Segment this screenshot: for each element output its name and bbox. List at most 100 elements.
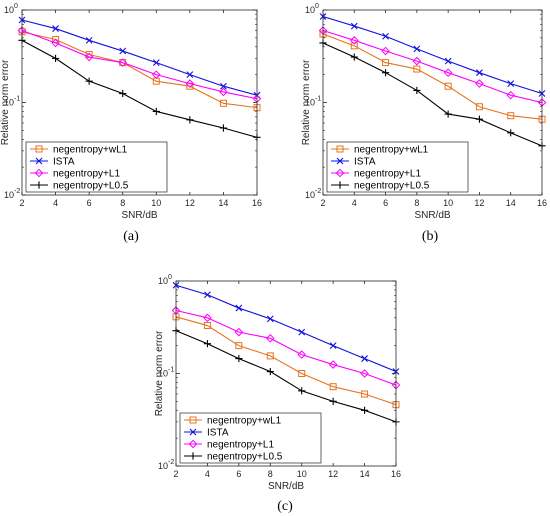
data-point <box>51 38 60 48</box>
x-tick-label: 4 <box>53 198 58 208</box>
data-point <box>413 86 421 95</box>
series-line <box>322 33 543 120</box>
y-tick-exponent: -2 <box>168 459 174 466</box>
series-line <box>322 42 543 147</box>
legend-box <box>25 141 168 193</box>
x-tick-label: 8 <box>414 198 419 208</box>
series-negentropy-wl1 <box>172 313 400 409</box>
legend: negentropy+wL1ISTAnegentropy+L1negentrop… <box>326 141 469 193</box>
data-point <box>298 370 306 377</box>
data-point <box>85 36 93 44</box>
x-tick-label: 10 <box>443 198 453 208</box>
data-point <box>475 79 484 88</box>
data-point <box>361 390 369 398</box>
series-line <box>322 29 543 104</box>
y-tick-exponent: -1 <box>168 367 174 374</box>
data-point <box>507 129 515 137</box>
y-tick-exponent: 0 <box>315 3 319 10</box>
data-point <box>381 46 390 56</box>
data-point <box>234 327 244 337</box>
x-tick-label: 16 <box>537 198 547 208</box>
data-point <box>203 322 211 330</box>
data-point <box>413 45 421 53</box>
panel-label: (c) <box>277 499 293 514</box>
legend-label: negentropy+L0.5 <box>207 452 283 463</box>
data-point <box>151 70 161 79</box>
legend-label: negentropy+wL1 <box>354 145 429 156</box>
y-tick-label: 10 <box>158 461 168 471</box>
data-point <box>186 116 194 124</box>
data-point <box>152 107 160 116</box>
legend-marker <box>35 157 43 165</box>
data-point <box>475 115 484 123</box>
data-point <box>475 103 483 111</box>
data-point <box>219 124 228 132</box>
data-point <box>413 65 421 73</box>
legend-label: negentropy+L1 <box>354 169 421 180</box>
data-point <box>119 47 127 55</box>
data-point <box>219 87 228 97</box>
data-point <box>382 32 389 40</box>
data-point <box>203 340 212 348</box>
x-tick-label: 6 <box>383 198 388 208</box>
legend-label: negentropy+L0.5 <box>53 181 129 192</box>
data-point <box>266 367 274 376</box>
data-point <box>235 342 243 350</box>
legend-marker <box>35 181 43 189</box>
x-axis-title: SNR/dB <box>268 481 304 492</box>
series-line <box>175 330 397 423</box>
legend: negentropy+wL1ISTAnegentropy+L1negentrop… <box>179 412 322 464</box>
x-tick-label: 6 <box>87 198 92 208</box>
data-point <box>204 291 211 299</box>
data-point <box>350 42 358 50</box>
legend-label: ISTA <box>354 157 376 168</box>
x-tick-label: 8 <box>120 198 125 208</box>
legend: negentropy+wL1ISTAnegentropy+L1negentrop… <box>25 141 168 193</box>
data-point <box>235 304 243 312</box>
data-point <box>51 54 60 62</box>
y-tick-label: 10 <box>4 5 14 15</box>
legend-label: ISTA <box>207 428 229 439</box>
y-tick-exponent: 0 <box>168 274 172 281</box>
data-point <box>412 56 422 66</box>
legend-marker <box>35 145 43 153</box>
data-point <box>443 68 453 78</box>
data-point <box>235 354 243 363</box>
data-point <box>219 99 227 107</box>
data-point <box>329 397 337 405</box>
y-tick-label: 10 <box>305 98 315 108</box>
data-point <box>52 25 59 32</box>
legend-marker <box>336 145 344 153</box>
y-axis-title: Relative norm error <box>154 330 165 416</box>
legend-label: ISTA <box>53 157 75 168</box>
data-point <box>361 355 368 362</box>
panel-label: (b) <box>422 229 439 244</box>
series-ista <box>172 281 400 375</box>
x-tick-label: 4 <box>205 469 210 479</box>
data-point <box>265 334 275 343</box>
data-point <box>266 315 274 323</box>
legend-marker <box>335 168 345 178</box>
x-tick-label: 16 <box>391 469 401 479</box>
data-point <box>506 90 516 100</box>
data-point <box>382 59 390 67</box>
legend-label: negentropy+L0.5 <box>354 181 430 192</box>
x-tick-label: 12 <box>185 198 195 208</box>
series-line <box>175 284 397 373</box>
series-line <box>175 316 397 406</box>
legend-box <box>326 141 469 193</box>
data-point <box>152 59 160 66</box>
legend-marker <box>34 168 44 178</box>
series-ista <box>18 16 261 99</box>
legend-label: negentropy+L1 <box>207 440 274 451</box>
x-tick-label: 10 <box>297 469 307 479</box>
y-tick-label: 10 <box>158 369 168 379</box>
legend-box <box>179 412 322 464</box>
data-point <box>360 406 369 414</box>
y-tick-label: 10 <box>305 190 315 200</box>
data-point <box>328 360 338 369</box>
